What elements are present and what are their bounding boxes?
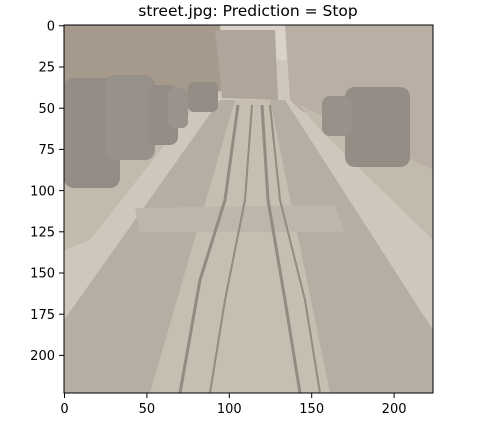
x-tick-label: 150 — [299, 402, 324, 417]
y-tick-label: 150 — [30, 267, 55, 282]
y-tick-label: 25 — [38, 61, 55, 76]
axes-frame — [63, 24, 434, 394]
x-tick-label: 100 — [217, 402, 242, 417]
y-tick-label: 200 — [30, 349, 55, 364]
y-tick-label: 75 — [38, 143, 55, 158]
y-tick-label: 0 — [47, 20, 55, 35]
y-tick-label: 50 — [38, 102, 55, 117]
y-axis: 0 25 50 75 100 125 150 175 200 — [30, 20, 64, 364]
y-tick-label: 175 — [30, 308, 55, 323]
y-tick-label: 100 — [30, 184, 55, 199]
street-photo — [64, 25, 433, 393]
y-tick-label: 125 — [30, 226, 55, 241]
figure-title: street.jpg: Prediction = Stop — [138, 2, 358, 20]
x-tick-label: 200 — [382, 402, 407, 417]
x-axis: 0 50 100 150 200 — [60, 393, 407, 417]
x-tick-label: 0 — [60, 402, 68, 417]
x-tick-label: 50 — [139, 402, 156, 417]
